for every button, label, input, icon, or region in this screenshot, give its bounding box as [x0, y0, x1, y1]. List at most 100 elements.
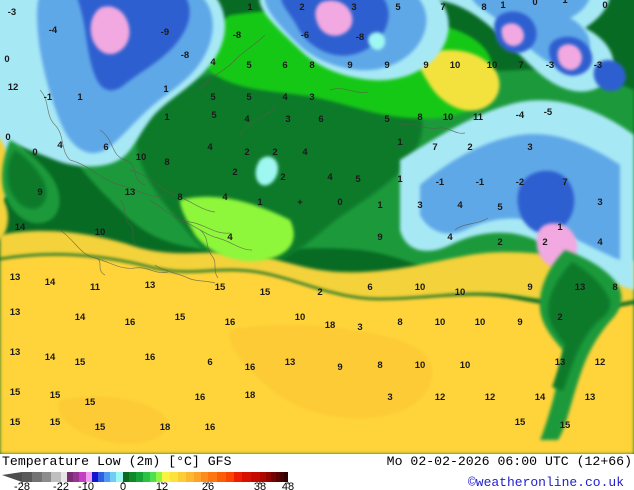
svg-text:12: 12	[8, 82, 19, 93]
svg-text:-3: -3	[8, 7, 16, 18]
svg-text:2: 2	[244, 147, 249, 158]
svg-text:8: 8	[481, 2, 486, 13]
svg-text:0: 0	[337, 197, 342, 208]
svg-text:-5: -5	[544, 107, 553, 118]
svg-text:1: 1	[397, 174, 403, 185]
svg-text:8: 8	[612, 282, 617, 293]
svg-text:11: 11	[473, 112, 484, 123]
svg-text:3: 3	[417, 200, 422, 211]
svg-text:10: 10	[435, 317, 446, 328]
svg-text:15: 15	[10, 387, 21, 398]
svg-text:8: 8	[177, 192, 182, 203]
svg-text:10: 10	[95, 227, 106, 238]
svg-text:15: 15	[10, 417, 21, 428]
svg-text:11: 11	[90, 282, 101, 293]
svg-text:14: 14	[75, 312, 86, 323]
svg-text:1: 1	[377, 200, 383, 211]
svg-text:-8: -8	[181, 50, 189, 61]
svg-text:15: 15	[215, 282, 226, 293]
svg-text:15: 15	[50, 417, 61, 428]
svg-text:18: 18	[245, 390, 256, 401]
svg-text:10: 10	[415, 360, 426, 371]
svg-text:16: 16	[195, 392, 206, 403]
svg-text:10: 10	[415, 282, 426, 293]
svg-text:4: 4	[244, 114, 250, 125]
svg-text:8: 8	[309, 60, 314, 71]
svg-text:2: 2	[542, 237, 547, 248]
svg-text:9: 9	[423, 60, 428, 71]
svg-text:14: 14	[535, 392, 546, 403]
svg-text:2: 2	[299, 2, 304, 13]
svg-text:-8: -8	[356, 32, 364, 43]
svg-text:9: 9	[37, 187, 42, 198]
svg-text:3: 3	[387, 392, 392, 403]
svg-text:5: 5	[246, 92, 252, 103]
svg-text:6: 6	[207, 357, 212, 368]
svg-text:5: 5	[384, 114, 390, 125]
svg-text:1: 1	[257, 197, 263, 208]
svg-text:10: 10	[136, 152, 147, 163]
svg-text:13: 13	[125, 187, 136, 198]
svg-text:-1: -1	[44, 92, 53, 103]
svg-text:9: 9	[517, 317, 522, 328]
svg-text:18: 18	[160, 422, 171, 433]
svg-text:0: 0	[532, 0, 537, 8]
svg-text:1: 1	[164, 112, 170, 123]
svg-text:2: 2	[557, 312, 562, 323]
svg-text:-3: -3	[546, 60, 554, 71]
svg-text:0: 0	[602, 0, 607, 11]
svg-text:4: 4	[447, 232, 453, 243]
svg-text:7: 7	[562, 177, 567, 188]
svg-text:15: 15	[75, 357, 86, 368]
svg-text:6: 6	[318, 114, 323, 125]
svg-text:2: 2	[317, 287, 322, 298]
svg-text:9: 9	[527, 282, 532, 293]
svg-text:15: 15	[560, 420, 571, 431]
svg-text:16: 16	[245, 362, 256, 373]
svg-text:8: 8	[417, 112, 422, 123]
svg-text:13: 13	[10, 307, 21, 318]
svg-text:6: 6	[282, 60, 287, 71]
svg-text:15: 15	[515, 417, 526, 428]
svg-text:-6: -6	[301, 30, 309, 41]
svg-text:16: 16	[125, 317, 136, 328]
svg-text:8: 8	[397, 317, 402, 328]
svg-text:0: 0	[5, 132, 10, 143]
svg-text:-2: -2	[516, 177, 524, 188]
svg-text:15: 15	[175, 312, 186, 323]
svg-text:8: 8	[164, 157, 169, 168]
svg-text:3: 3	[309, 92, 314, 103]
svg-text:13: 13	[285, 357, 296, 368]
svg-text:5: 5	[211, 110, 217, 121]
svg-text:10: 10	[455, 287, 466, 298]
svg-text:9: 9	[337, 362, 342, 373]
svg-text:1: 1	[247, 2, 253, 13]
svg-text:8: 8	[377, 360, 382, 371]
svg-text:13: 13	[10, 347, 21, 358]
svg-text:16: 16	[205, 422, 216, 433]
svg-text:3: 3	[357, 322, 362, 333]
svg-text:+: +	[297, 197, 303, 208]
svg-text:9: 9	[384, 60, 389, 71]
svg-text:4: 4	[210, 57, 216, 68]
svg-text:14: 14	[15, 222, 26, 233]
svg-text:4: 4	[207, 142, 213, 153]
svg-text:5: 5	[497, 202, 503, 213]
svg-text:9: 9	[377, 232, 382, 243]
svg-text:12: 12	[435, 392, 446, 403]
svg-text:4: 4	[282, 92, 288, 103]
svg-text:10: 10	[487, 60, 498, 71]
svg-text:13: 13	[555, 357, 566, 368]
svg-text:1: 1	[557, 222, 563, 233]
svg-text:13: 13	[10, 272, 21, 283]
svg-text:13: 13	[585, 392, 596, 403]
svg-text:2: 2	[272, 147, 277, 158]
svg-text:1: 1	[562, 0, 568, 6]
svg-text:1: 1	[500, 0, 506, 11]
svg-text:12: 12	[595, 357, 606, 368]
svg-text:3: 3	[527, 142, 532, 153]
svg-text:4: 4	[302, 147, 308, 158]
svg-text:7: 7	[432, 142, 437, 153]
svg-text:15: 15	[85, 397, 96, 408]
svg-text:4: 4	[457, 200, 463, 211]
